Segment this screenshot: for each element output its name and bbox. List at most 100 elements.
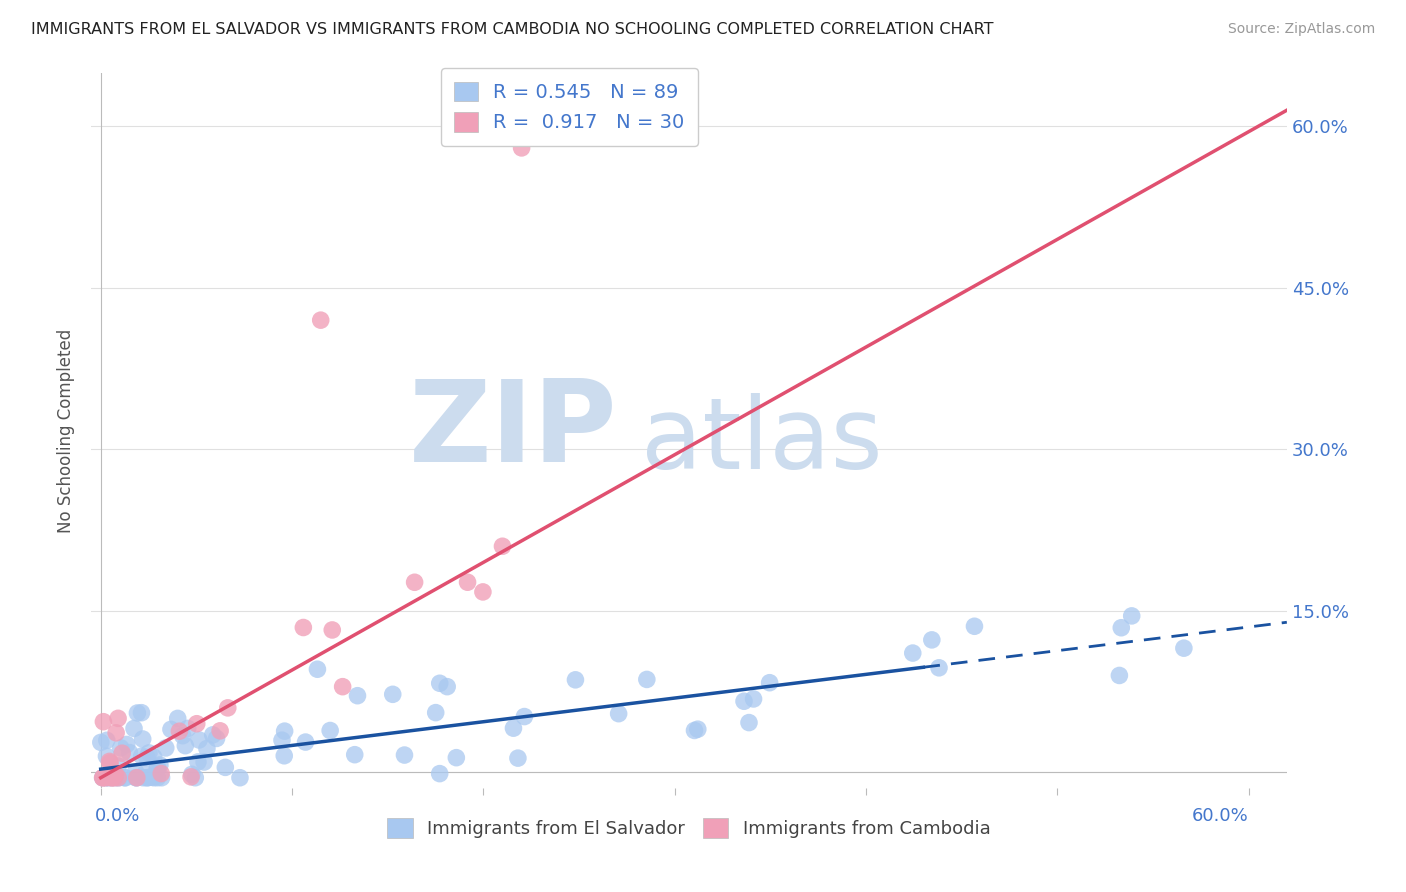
Point (758, 675, 780, 690)
Point (471, 585, 494, 599)
Point (686, 722, 709, 736)
Point (93, 714, 115, 729)
Point (98, 755, 121, 769)
Point (1121, 608, 1143, 623)
Point (110, 740, 132, 755)
Text: atlas: atlas (641, 392, 883, 490)
Point (214, 760, 236, 774)
Point (1109, 621, 1132, 635)
Point (506, 751, 529, 765)
Point (132, 731, 155, 746)
Point (150, 766, 173, 780)
Point (118, 746, 141, 760)
Point (96, 733, 118, 747)
Point (96, 749, 118, 764)
Point (209, 723, 232, 738)
Point (683, 723, 706, 738)
Point (146, 760, 169, 774)
Point (404, 575, 426, 590)
Point (394, 747, 416, 762)
Point (142, 750, 165, 764)
Point (425, 706, 447, 720)
Point (174, 739, 197, 753)
Point (321, 623, 343, 637)
Point (381, 687, 404, 701)
Point (928, 661, 950, 675)
Point (107, 771, 129, 785)
Point (607, 706, 630, 721)
Y-axis label: No Schooling Completed: No Schooling Completed (58, 328, 75, 533)
Point (131, 706, 153, 720)
Point (127, 706, 149, 720)
Point (100, 771, 122, 785)
Point (502, 721, 524, 735)
Point (513, 709, 536, 723)
Point (150, 771, 173, 785)
Point (125, 771, 148, 785)
Point (169, 724, 191, 739)
Point (160, 723, 183, 737)
Point (114, 771, 136, 785)
Point (107, 711, 129, 725)
Point (429, 766, 451, 780)
Point (180, 767, 202, 781)
Point (1108, 668, 1130, 682)
Point (136, 771, 159, 785)
Point (309, 313, 332, 327)
Point (104, 767, 127, 781)
Point (186, 716, 208, 731)
Text: ZIP: ZIP (409, 375, 617, 486)
Point (436, 680, 458, 694)
Point (172, 729, 194, 743)
Point (201, 728, 224, 742)
Text: 60.0%: 60.0% (1192, 806, 1249, 825)
Point (146, 761, 169, 775)
Point (90, 735, 112, 749)
Point (115, 738, 138, 752)
Point (94, 771, 117, 785)
Point (184, 771, 207, 785)
Point (193, 755, 215, 769)
Point (636, 673, 658, 687)
Point (205, 731, 228, 746)
Point (125, 771, 148, 785)
Point (921, 632, 943, 647)
Text: 0.0%: 0.0% (96, 806, 141, 825)
Point (217, 701, 239, 715)
Point (124, 764, 146, 779)
Point (229, 771, 252, 785)
Point (91, 771, 114, 785)
Point (457, 575, 479, 590)
Point (132, 771, 155, 785)
Point (332, 680, 354, 694)
Point (307, 662, 329, 676)
Point (564, 673, 586, 687)
Point (343, 747, 366, 762)
Point (107, 759, 129, 773)
Legend: R = 0.545   N = 89, R =  0.917   N = 30: R = 0.545 N = 89, R = 0.917 N = 30 (440, 68, 699, 146)
Point (319, 723, 342, 738)
Point (195, 741, 218, 756)
Point (96, 771, 118, 785)
Point (271, 733, 294, 747)
Point (142, 771, 165, 785)
Point (125, 771, 148, 785)
Point (738, 715, 761, 730)
Point (963, 619, 986, 633)
Point (187, 755, 209, 769)
Point (273, 748, 295, 763)
Point (1173, 641, 1195, 656)
Point (91, 771, 114, 785)
Point (166, 711, 188, 725)
Point (100, 771, 122, 785)
Point (149, 758, 172, 772)
Point (901, 646, 924, 660)
Point (138, 746, 160, 760)
Point (429, 676, 451, 690)
Point (98, 756, 121, 770)
Point (273, 724, 295, 739)
Text: IMMIGRANTS FROM EL SALVADOR VS IMMIGRANTS FROM CAMBODIA NO SCHOOLING COMPLETED C: IMMIGRANTS FROM EL SALVADOR VS IMMIGRANT… (31, 22, 994, 37)
Point (294, 735, 316, 749)
Point (510, 141, 533, 155)
Point (180, 770, 202, 784)
